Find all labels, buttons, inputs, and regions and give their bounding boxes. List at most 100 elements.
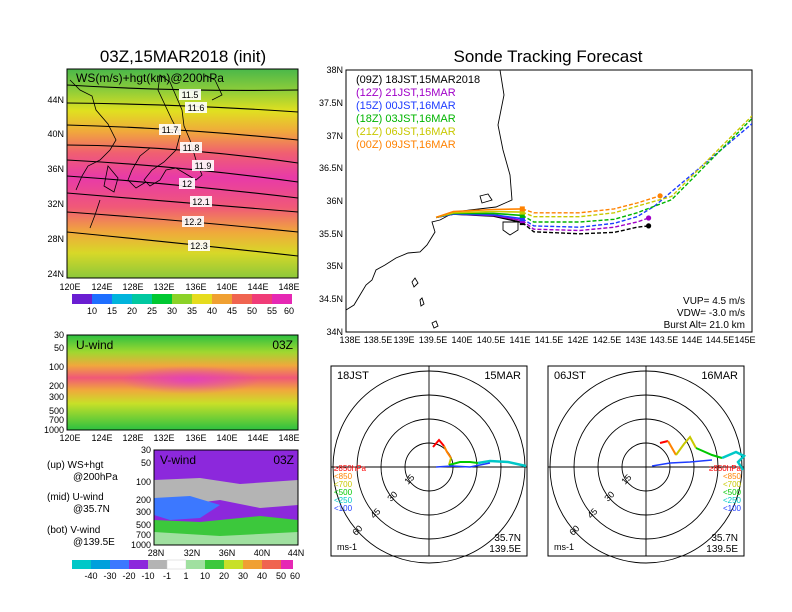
note-line: (bot) V-wind bbox=[47, 525, 100, 536]
p-tick-label: 30 bbox=[141, 445, 151, 455]
hodo-legend-entry: <850 bbox=[334, 472, 353, 481]
track-lon-ticks: 138E 138.5E 139E 139.5E 140E 140.5E 141E… bbox=[339, 335, 755, 345]
contour-label: 12 bbox=[182, 179, 192, 189]
contour-label: 11.5 bbox=[182, 90, 199, 100]
track-frame bbox=[345, 69, 753, 333]
lon-tick-label: 120E bbox=[59, 282, 80, 292]
hodograph-left: 15 30 45 60 18JST 15MAR ms-1 35.7N 139.5… bbox=[330, 365, 528, 564]
v-wind-frame bbox=[153, 449, 299, 546]
ws-lat-ticks: 44N 40N 36N 32N 28N 24N bbox=[47, 95, 64, 279]
track-rise-segment bbox=[435, 208, 523, 219]
u-wind-label: U-wind bbox=[76, 338, 113, 352]
hodograph-date: 15MAR bbox=[484, 370, 521, 382]
lon-tick-label: 140E bbox=[216, 433, 237, 443]
track-lat-ticks: 38N 37.5N 37N 36.5N 36N 35.5N 35N 34.5N … bbox=[319, 65, 343, 337]
lon-tick-label: 142E bbox=[567, 335, 588, 345]
p-tick-label: 500 bbox=[136, 520, 151, 530]
ws-field bbox=[67, 69, 298, 278]
u-wind-core bbox=[120, 366, 260, 394]
lon-tick-label: 132E bbox=[153, 433, 174, 443]
colorbar-label: -30 bbox=[103, 571, 116, 581]
v-wind-panel: V-wind 03Z 30 50 100 200 300 500 700 100… bbox=[72, 445, 304, 581]
lon-tick-label: 138.5E bbox=[364, 335, 393, 345]
hodo-legend-entry: <500 bbox=[334, 488, 353, 497]
legend-entry: (15Z) 00JST,16MAR bbox=[356, 100, 456, 112]
colorbar-label: 10 bbox=[87, 306, 97, 316]
hodograph-right: 15 30 45 60 06JST 16MAR ms-1 35.7N 139.5… bbox=[547, 365, 747, 564]
hodo-legend-entry: <100 bbox=[723, 504, 742, 513]
hodo-legend-entry: ≥850hPa bbox=[709, 464, 742, 473]
hodograph-unit: ms-1 bbox=[337, 542, 357, 552]
note-line: @35.7N bbox=[73, 504, 110, 515]
colorbar-label: 20 bbox=[219, 571, 229, 581]
hodo-legend-entry: <850 bbox=[723, 472, 742, 481]
track-drift-segment bbox=[522, 115, 752, 218]
lon-tick-label: 148E bbox=[278, 282, 299, 292]
note-line: @139.5E bbox=[73, 537, 115, 548]
hodograph-unit: ms-1 bbox=[554, 542, 574, 552]
colorbar-label: 35 bbox=[187, 306, 197, 316]
lat-tick-label: 38N bbox=[326, 65, 343, 75]
lon-tick-label: 143E bbox=[625, 335, 646, 345]
lon-tick-label: 140E bbox=[216, 282, 237, 292]
v-wind-label: V-wind bbox=[160, 453, 196, 467]
lon-tick-label: 120E bbox=[59, 433, 80, 443]
lon-tick-label: 124E bbox=[91, 433, 112, 443]
track-burst-marker bbox=[519, 209, 525, 215]
track-landing-point bbox=[657, 193, 663, 199]
lon-tick-label: 139.5E bbox=[419, 335, 448, 345]
lat-tick-label: 35.5N bbox=[319, 229, 343, 239]
p-tick-label: 300 bbox=[49, 392, 64, 402]
lon-tick-label: 144E bbox=[247, 282, 268, 292]
ws-panel-label: WS(m/s)+hgt(km)@200hPa bbox=[76, 71, 224, 85]
v-wind-colorbar: -40 -30 -20 -10 -1 1 10 20 30 40 50 60 bbox=[72, 559, 300, 581]
colorbar-label: 40 bbox=[257, 571, 267, 581]
colorbar-label: 30 bbox=[238, 571, 248, 581]
lat-tick-label: 34.5N bbox=[319, 294, 343, 304]
lat-tick-label: 36.5N bbox=[319, 163, 343, 173]
ws-frame bbox=[66, 68, 299, 279]
lat-tick-label: 40N bbox=[47, 129, 64, 139]
track-drift-segment bbox=[521, 222, 649, 235]
lon-tick-label: 145E bbox=[734, 335, 755, 345]
legend-entry: (00Z) 09JST,16MAR bbox=[356, 139, 456, 151]
hodo-legend-entry: <250 bbox=[334, 496, 353, 505]
hodo-legend-entry: <100 bbox=[334, 504, 353, 513]
colorbar-label: -40 bbox=[84, 571, 97, 581]
hodo-legend-entry: <700 bbox=[723, 480, 742, 489]
p-tick-label: 100 bbox=[49, 362, 64, 372]
lat-tick-label: 32N bbox=[184, 548, 201, 558]
p-tick-label: 50 bbox=[54, 343, 64, 353]
hodograph-lat: 35.7N bbox=[711, 533, 738, 544]
contour-label: 11.8 bbox=[183, 143, 200, 153]
colorbar-label: 50 bbox=[276, 571, 286, 581]
contour-label: 11.6 bbox=[188, 103, 205, 113]
param-line: Burst Alt= 21.0 km bbox=[664, 320, 745, 331]
lon-tick-label: 148E bbox=[278, 433, 299, 443]
colorbar-label: 45 bbox=[227, 306, 237, 316]
contour-label: 12.2 bbox=[184, 217, 202, 227]
track-panel: 38N 37.5N 37N 36.5N 36N 35.5N 35N 34.5N … bbox=[319, 65, 756, 345]
colorbar-label: 10 bbox=[200, 571, 210, 581]
p-tick-label: 30 bbox=[54, 330, 64, 340]
colorbar-label: 15 bbox=[107, 306, 117, 316]
p-tick-label: 500 bbox=[49, 406, 64, 416]
p-tick-label: 200 bbox=[136, 495, 151, 505]
ws-panel: 11.5 11.6 11.7 11.8 11.9 12 12.1 12.2 12… bbox=[47, 68, 300, 316]
colorbar-label: 55 bbox=[267, 306, 277, 316]
u-wind-p-ticks: 30 50 100 200 300 500 700 1000 bbox=[44, 330, 64, 435]
lat-tick-label: 37.5N bbox=[319, 98, 343, 108]
colorbar-label: 60 bbox=[284, 306, 294, 316]
v-wind-time: 03Z bbox=[273, 453, 294, 467]
p-tick-label: 1000 bbox=[131, 540, 151, 550]
u-wind-frame bbox=[66, 334, 299, 431]
lat-tick-label: 28N bbox=[148, 548, 165, 558]
track-lines bbox=[435, 115, 752, 235]
lon-tick-label: 143.5E bbox=[650, 335, 679, 345]
lat-tick-label: 44N bbox=[288, 548, 305, 558]
lon-tick-label: 144.5E bbox=[706, 335, 735, 345]
colorbar-label: 30 bbox=[167, 306, 177, 316]
track-burst-marker bbox=[519, 216, 525, 222]
hodo-legend-entry: <700 bbox=[334, 480, 353, 489]
